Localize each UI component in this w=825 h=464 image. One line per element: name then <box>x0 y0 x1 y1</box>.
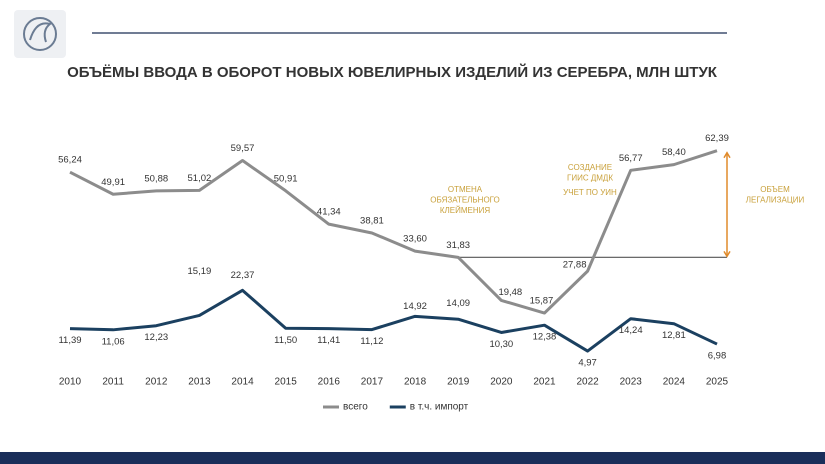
value-label: 19,48 <box>498 287 522 298</box>
annotation: ОБЪЕМ <box>760 185 790 194</box>
x-tick-label: 2017 <box>361 377 384 388</box>
annotation: УЧЕТ ПО УИН <box>563 188 617 197</box>
value-label: 50,88 <box>144 173 168 184</box>
value-label: 58,40 <box>662 147 686 158</box>
x-tick-label: 2021 <box>533 377 556 388</box>
annotation: ЛЕГАЛИЗАЦИИ <box>746 196 805 205</box>
value-label: 10,30 <box>489 339 513 350</box>
value-label: 14,09 <box>446 298 470 309</box>
value-label: 11,41 <box>317 335 340 346</box>
annotation: ОБЯЗАТЕЛЬНОГО <box>430 196 500 205</box>
x-tick-label: 2024 <box>663 377 686 388</box>
arrow-head <box>723 250 731 258</box>
x-tick-label: 2013 <box>188 377 211 388</box>
value-label: 50,91 <box>274 173 298 184</box>
annotation: СОЗДАНИЕ <box>568 163 612 172</box>
series-line <box>69 149 718 315</box>
value-label: 12,81 <box>662 330 686 341</box>
value-label: 6,98 <box>708 351 727 362</box>
x-tick-label: 2012 <box>145 377 168 388</box>
value-label: 11,12 <box>360 336 383 347</box>
value-label: 27,88 <box>563 260 587 271</box>
x-tick-label: 2015 <box>275 377 298 388</box>
series-line <box>69 288 718 353</box>
arrow-head <box>723 151 731 159</box>
value-label: 11,39 <box>58 335 81 346</box>
value-label: 11,06 <box>102 336 125 347</box>
x-tick-label: 2018 <box>404 377 427 388</box>
value-label: 49,91 <box>101 177 125 188</box>
value-label: 15,87 <box>530 296 554 307</box>
footer-band <box>0 452 825 464</box>
value-label: 31,83 <box>446 240 470 251</box>
x-tick-label: 2014 <box>231 377 254 388</box>
annotation: ОТМЕНА <box>448 185 483 194</box>
value-label: 51,02 <box>188 173 212 184</box>
value-label: 11,50 <box>274 335 297 346</box>
x-tick-label: 2022 <box>576 377 599 388</box>
logo-mark <box>29 22 53 43</box>
value-label: 62,39 <box>705 133 729 144</box>
value-label: 56,77 <box>619 153 643 164</box>
x-tick-label: 2020 <box>490 377 513 388</box>
value-label: 15,19 <box>188 266 212 277</box>
x-tick-label: 2016 <box>318 377 341 388</box>
value-label: 12,38 <box>533 332 557 343</box>
x-tick-label: 2025 <box>706 377 729 388</box>
x-tick-label: 2019 <box>447 377 470 388</box>
x-tick-label: 2010 <box>59 377 82 388</box>
annotation: ГИИС ДМДК <box>567 174 613 183</box>
x-tick-label: 2011 <box>102 377 124 388</box>
logo-mark <box>23 17 57 51</box>
value-label: 14,24 <box>619 325 643 336</box>
value-label: 56,24 <box>58 155 82 166</box>
annotation: КЛЕЙМЕНИЯ <box>440 206 491 215</box>
legend-label: в т.ч. импорт <box>410 402 469 413</box>
chart-title: ОБЪЁМЫ ВВОДА В ОБОРОТ НОВЫХ ЮВЕЛИРНЫХ ИЗ… <box>67 63 718 81</box>
value-label: 33,60 <box>403 234 427 245</box>
logo <box>14 10 66 58</box>
value-label: 12,23 <box>144 332 168 343</box>
x-tick-label: 2023 <box>620 377 643 388</box>
value-label: 22,37 <box>231 270 255 281</box>
legend-label: всего <box>343 402 368 413</box>
value-label: 4,97 <box>578 358 597 369</box>
value-label: 59,57 <box>231 143 255 154</box>
value-label: 14,92 <box>403 301 427 312</box>
value-label: 41,34 <box>317 207 341 218</box>
value-label: 38,81 <box>360 215 384 226</box>
